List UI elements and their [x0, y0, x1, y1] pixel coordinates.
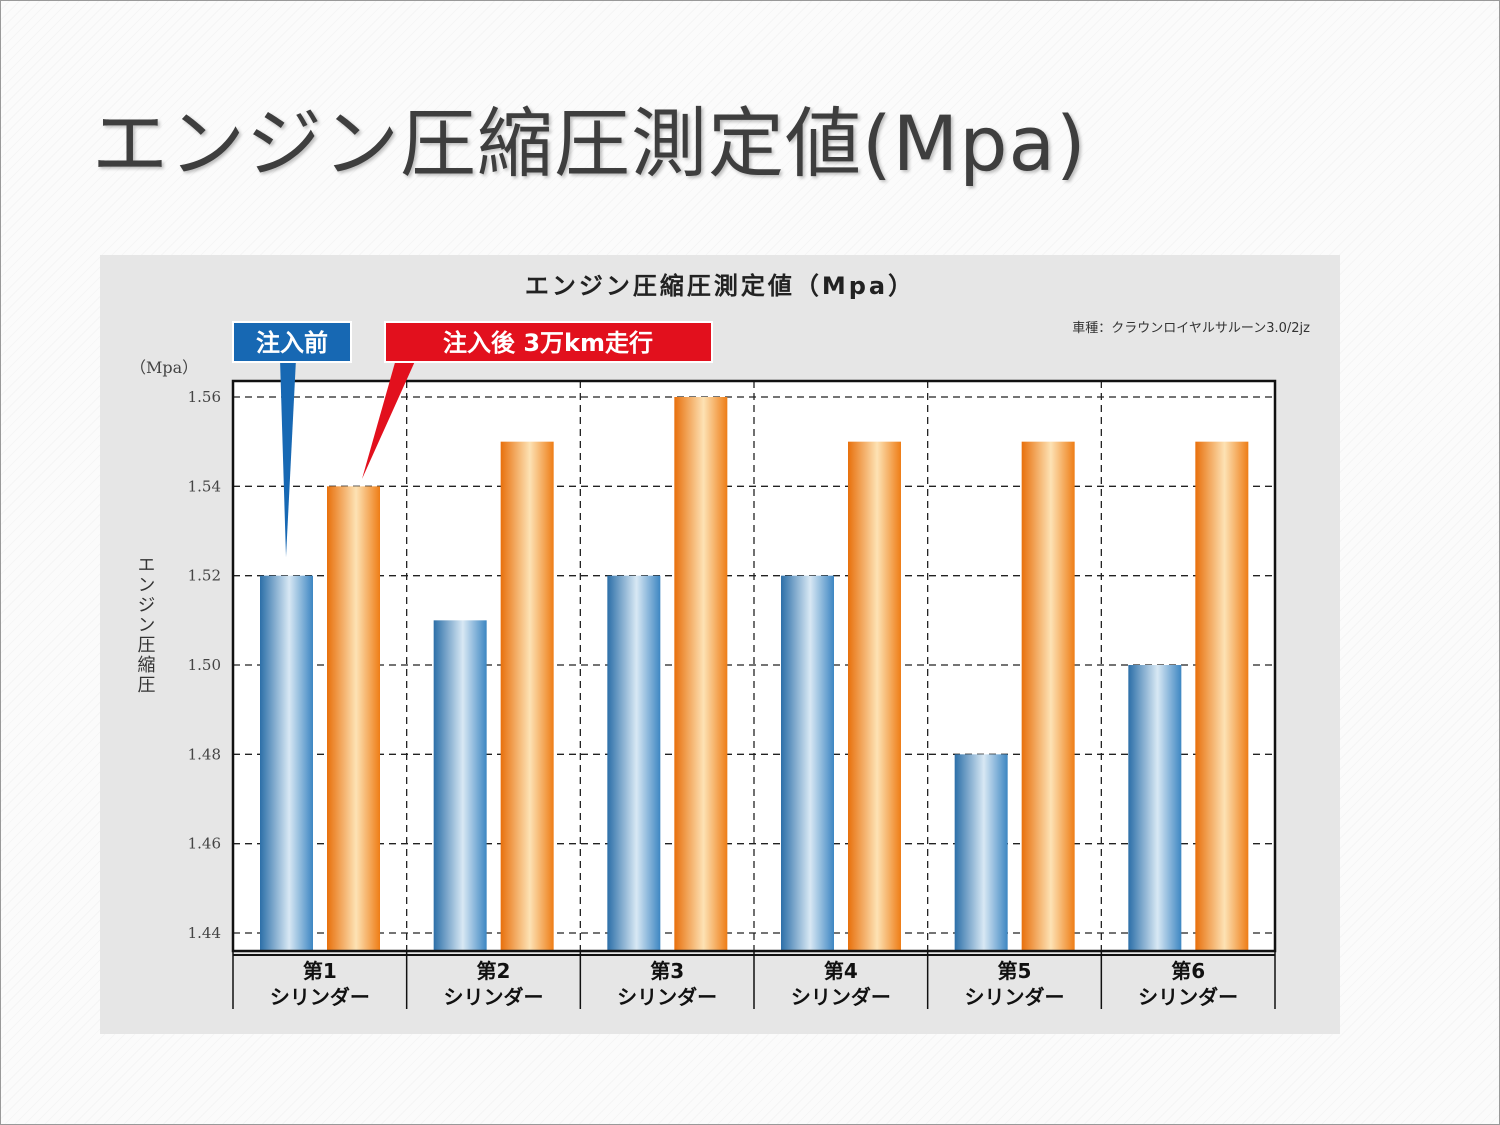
unit-label: （Mpa）	[130, 358, 198, 377]
y-tick-label: 1.56	[188, 388, 221, 406]
x-tick-label: シリンダー	[965, 985, 1065, 1009]
bar-before	[781, 575, 834, 951]
x-tick-label: 第6	[1171, 959, 1205, 983]
x-tick-label: 第1	[303, 959, 337, 983]
bar-after	[1195, 441, 1249, 951]
chart-title: エンジン圧縮圧測定値（Mpa）	[525, 272, 915, 300]
y-axis-label: エンジン圧縮圧	[135, 555, 156, 695]
legend-label-after: 注入後 3万km走行	[443, 329, 653, 357]
bar-before	[1128, 665, 1182, 951]
bar-after	[1021, 441, 1075, 951]
bar-before	[433, 620, 487, 951]
bar-after	[327, 486, 380, 951]
bar-before	[607, 575, 661, 951]
compression-chart: 注入前 注入後 3万km走行 1.44 1.46 1.48 1.50 1.52 1.54 1.…	[130, 272, 1310, 1009]
y-tick-label: 1.44	[188, 924, 221, 942]
x-tick-label: シリンダー	[1138, 985, 1238, 1009]
y-tick-label: 1.50	[188, 656, 221, 674]
chart-panel: 注入前 注入後 3万km走行 1.44 1.46 1.48 1.50 1.52 1.54 1.…	[100, 255, 1340, 1034]
slide-title: エンジン圧縮圧測定値(Mpa)	[92, 99, 1087, 188]
bar-before	[954, 754, 1008, 951]
x-tick-label: シリンダー	[444, 985, 544, 1009]
x-tick-label: 第2	[477, 959, 511, 983]
y-tick-label: 1.46	[188, 835, 221, 853]
bar-after	[848, 441, 901, 951]
legend-pointer-before	[280, 359, 296, 557]
x-tick-label: 第3	[650, 959, 684, 983]
x-tick-label: シリンダー	[270, 985, 370, 1009]
x-tick-label: 第4	[824, 959, 858, 983]
legend-box-after	[384, 321, 713, 363]
bar-before	[260, 575, 313, 951]
bar-after	[500, 441, 554, 951]
bar-after	[674, 397, 728, 951]
legend-label-before: 注入前	[256, 329, 328, 357]
chart-subtitle: 車種：クラウンロイヤルサルーン3.0/2jz	[1072, 320, 1310, 336]
y-tick-label: 1.52	[188, 567, 221, 585]
x-tick-label: 第5	[998, 959, 1032, 983]
y-tick-label: 1.54	[188, 477, 221, 495]
legend-pointer-after	[362, 359, 416, 479]
legend-box-before	[232, 321, 352, 363]
x-tick-label: シリンダー	[791, 985, 891, 1009]
y-tick-label: 1.48	[188, 745, 221, 763]
x-tick-label: シリンダー	[617, 985, 717, 1009]
